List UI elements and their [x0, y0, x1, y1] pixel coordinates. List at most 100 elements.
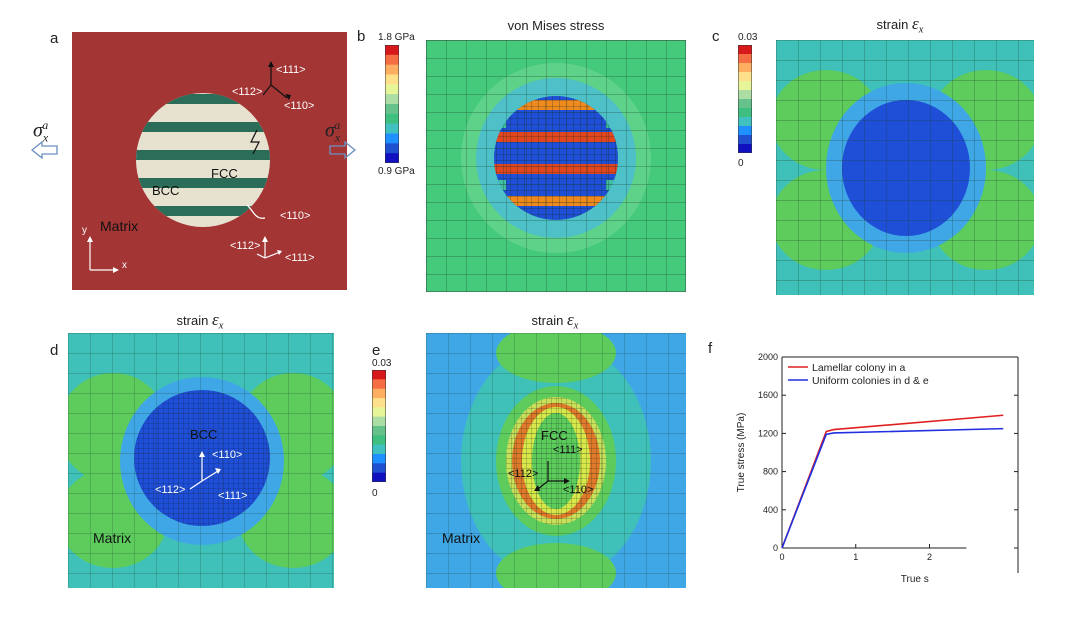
colorbar-swatch [738, 63, 752, 73]
bottom-direction-triad [256, 236, 282, 259]
colorbar-swatch [738, 117, 752, 127]
y-tick-label: 0 [773, 543, 778, 553]
colorbar-swatch [385, 45, 399, 56]
interface-marker-2 [246, 204, 266, 219]
axis-x-label: x [122, 260, 127, 271]
colorbar-swatch [385, 54, 399, 66]
dir-a-top-111: <111> [276, 64, 306, 76]
panel-b-mesh [426, 40, 686, 292]
y-tick-label: 1200 [758, 428, 778, 438]
dir-a-bottom-112: <112> [230, 240, 261, 252]
dir-a-bottom-111: <111> [285, 252, 315, 264]
colorbar-swatch [372, 435, 386, 446]
cbar-e-min: 0 [372, 488, 378, 499]
lamellar-colony [136, 93, 270, 227]
colorbar-swatch [372, 463, 386, 474]
colorbar-swatch [738, 126, 752, 136]
colorbar-swatch [372, 472, 386, 482]
colorbar-swatch [372, 416, 386, 427]
panel-e-title: strain εx [531, 310, 579, 332]
interface-marker-1 [250, 129, 260, 155]
panel-c-title: strain εx [876, 14, 924, 36]
colorbar-swatch [738, 99, 752, 109]
left-arrow-icon [30, 140, 58, 160]
colorbar-swatch [385, 133, 399, 144]
panel-e-mesh [426, 333, 686, 588]
panel-d-label: d [50, 342, 59, 359]
panel-b-label: b [357, 28, 366, 45]
xy-axes-icon [87, 236, 119, 273]
panel-a-schematic [72, 32, 347, 290]
colorbar-c [738, 45, 752, 153]
sigma-left: σxa [33, 118, 49, 145]
matrix-label-e: Matrix [442, 530, 481, 546]
dir-a-bottom-110: <110> [280, 210, 311, 222]
cbar-b-min: 0.9 GPa [378, 166, 415, 177]
y-axis-label: True stress (MPa) [736, 413, 747, 493]
matrix-label-a: Matrix [100, 218, 139, 234]
dir-e-112: <112> [508, 468, 539, 480]
matrix-label-d: Matrix [93, 530, 132, 546]
colorbar-swatch [738, 54, 752, 64]
colorbar-swatch [372, 426, 386, 436]
dir-e-110: <110> [563, 484, 594, 496]
colorbar-swatch [385, 94, 399, 105]
series-line-2 [781, 427, 1004, 549]
colorbar-swatch [738, 72, 752, 82]
panel-f-label: f [708, 340, 713, 357]
colorbar-swatch [385, 143, 399, 154]
fcc-label-a: FCC [211, 166, 238, 181]
colorbar-swatch [385, 113, 399, 125]
colorbar-swatch [738, 90, 752, 100]
colorbar-swatch [738, 135, 752, 145]
colorbar-swatch [372, 398, 386, 408]
cbar-c-max: 0.03 [738, 32, 758, 43]
series-line-1 [781, 414, 1004, 549]
dir-a-top-112: <112> [232, 86, 263, 98]
colorbar-swatch [385, 104, 399, 115]
colorbar-swatch [372, 379, 386, 390]
colorbar-swatch [738, 45, 752, 55]
stress-strain-chart: 0 400 800 1200 1600 2000 0 1 2 True s True stress … [736, 352, 1019, 585]
x-axis-label: True s [901, 574, 929, 585]
colorbar-b [385, 45, 399, 163]
dir-d-110: <110> [212, 449, 243, 461]
cbar-e-max: 0.03 [372, 358, 392, 369]
dir-d-112: <112> [155, 484, 186, 496]
panel-d-title: strain εx [176, 310, 224, 332]
colorbar-swatch [385, 74, 399, 85]
dir-d-111: <111> [218, 490, 248, 502]
colorbar-swatch [738, 108, 752, 118]
colorbar-swatch [738, 81, 752, 91]
y-tick-label: 1600 [758, 390, 778, 400]
y-tick-label: 800 [763, 467, 778, 477]
sigma-right: σxa [325, 118, 341, 145]
colorbar-swatch [372, 370, 386, 380]
colorbar-swatch [372, 388, 386, 399]
panel-d-mesh [68, 333, 334, 588]
colorbar-swatch [385, 64, 399, 75]
y-tick-label: 400 [763, 505, 778, 515]
cbar-b-max: 1.8 GPa [378, 32, 415, 43]
legend-label-2: Uniform colonies in d & e [812, 375, 929, 387]
legend-label-1: Lamellar colony in a [812, 362, 906, 374]
y-tick-label: 2000 [758, 352, 778, 362]
fcc-label-e: FCC [541, 428, 568, 443]
panel-b-title: von Mises stress [507, 18, 605, 33]
panel-e-label: e [372, 342, 381, 359]
panel-c-label: c [712, 28, 720, 45]
panel-a-label: a [50, 30, 59, 47]
x-tick-label: 0 [779, 552, 784, 562]
colorbar-swatch [738, 144, 752, 153]
colorbar-swatch [385, 123, 399, 134]
axis-y-label: y [82, 225, 87, 236]
dir-a-top-110: <110> [284, 100, 315, 112]
colorbar-e [372, 370, 386, 482]
dir-e-111: <111> [553, 444, 583, 456]
colorbar-swatch [372, 444, 386, 455]
panel-c-mesh [776, 40, 1034, 295]
colorbar-swatch [372, 454, 386, 464]
x-tick-label: 1 [853, 552, 858, 562]
colorbar-swatch [385, 153, 399, 163]
colorbar-swatch [385, 84, 399, 95]
